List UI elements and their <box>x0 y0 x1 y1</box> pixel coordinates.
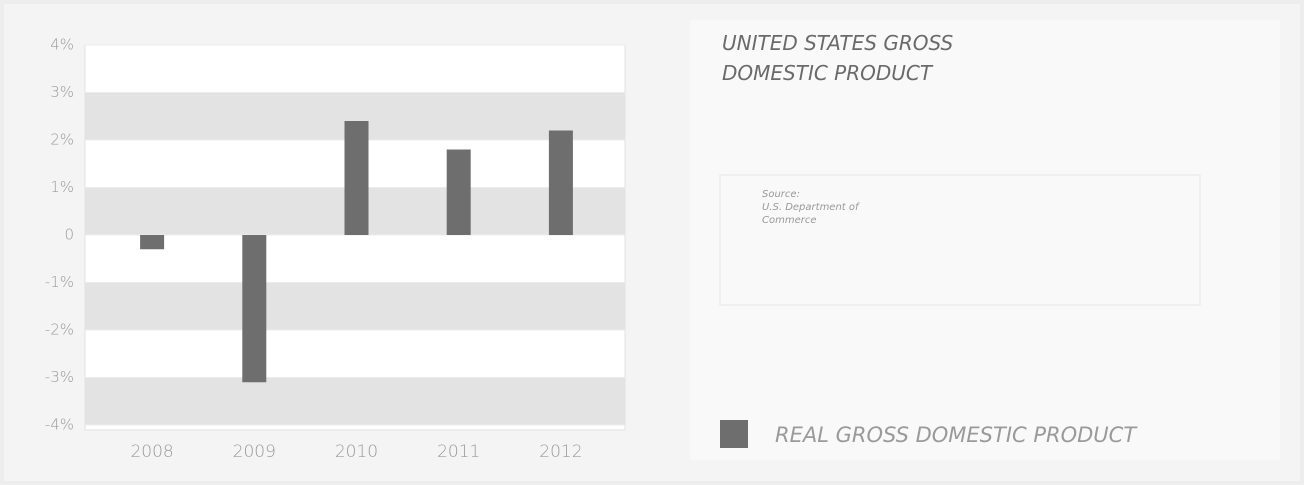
legend-swatch <box>720 420 748 448</box>
source-box <box>719 174 1201 306</box>
source-label: Source: <box>762 189 800 200</box>
x-tick-label: 2008 <box>130 442 173 462</box>
bar <box>548 130 573 235</box>
grid-band <box>85 377 625 425</box>
grid-band <box>85 282 625 330</box>
y-tick-label: 1% <box>50 178 74 196</box>
y-tick-label: -1% <box>45 273 74 291</box>
info-panel <box>690 20 1280 460</box>
x-tick-label: 2011 <box>437 442 480 462</box>
x-tick-label: 2012 <box>539 442 582 462</box>
bar <box>140 235 165 250</box>
bar <box>344 121 369 235</box>
y-tick-label: -4% <box>45 416 74 434</box>
bar <box>446 149 471 235</box>
y-tick-label: 3% <box>50 83 74 101</box>
chart-title: UNITED STATES GROSS DOMESTIC PRODUCT <box>722 31 954 85</box>
x-tick-label: 2010 <box>335 442 378 462</box>
x-tick-label: 2009 <box>233 442 276 462</box>
legend-label: REAL GROSS DOMESTIC PRODUCT <box>775 423 1138 447</box>
y-tick-label: -2% <box>45 321 74 339</box>
source-text: U.S. Department of Commerce <box>762 202 859 226</box>
y-tick-label: 0 <box>64 226 74 244</box>
y-tick-label: 2% <box>50 131 74 149</box>
y-tick-label: 4% <box>50 36 74 54</box>
source: Source: U.S. Department of Commerce <box>762 188 872 227</box>
y-tick-label: -3% <box>45 368 74 386</box>
bar <box>242 235 267 383</box>
